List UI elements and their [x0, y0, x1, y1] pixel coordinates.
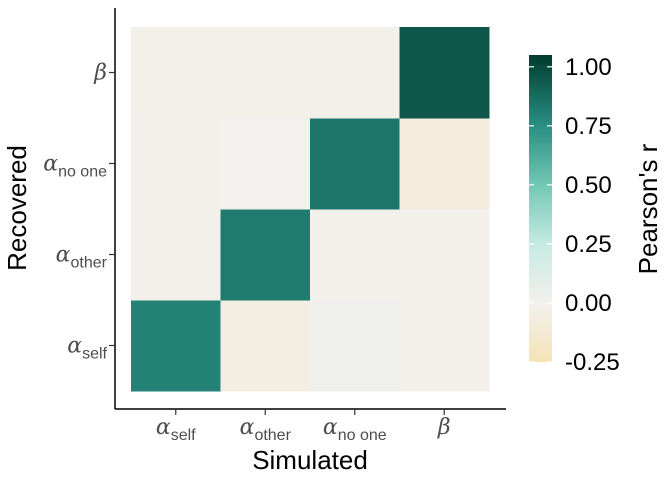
- heatmap-cell: [310, 209, 400, 301]
- colorbar-title: Pearson's r: [633, 143, 663, 274]
- colorbar-tick-label: 0.25: [565, 231, 612, 258]
- heatmap-cells: [131, 27, 490, 392]
- y-tick-label: αother: [56, 243, 108, 272]
- heatmap-cell: [131, 27, 221, 119]
- heatmap-cell: [310, 27, 400, 119]
- heatmap-cell: [131, 209, 221, 301]
- heatmap-cell: [310, 118, 400, 210]
- heatmap-cell: [220, 27, 311, 119]
- y-tick-label: αself: [67, 334, 107, 363]
- colorbar: [529, 55, 552, 362]
- colorbar-tick-label: 0.50: [565, 172, 612, 199]
- x-axis-title: Simulated: [252, 445, 368, 475]
- colorbar-tick-label: -0.25: [565, 349, 620, 376]
- heatmap-cell: [131, 118, 221, 210]
- heatmap-cell: [399, 209, 490, 301]
- heatmap-cell: [399, 118, 490, 210]
- heatmap-cell: [220, 300, 311, 392]
- heatmap-cell: [399, 300, 490, 392]
- colorbar-tick-label: 0.75: [565, 113, 612, 140]
- heatmap-cell: [131, 300, 221, 392]
- heatmap-cell: [399, 27, 490, 119]
- x-tick-label: αother: [240, 415, 292, 444]
- y-axis-ticks: αself αother αno one β: [43, 61, 115, 363]
- x-tick-label: αself: [156, 415, 196, 444]
- heatmap-cell: [220, 118, 311, 210]
- y-axis-title: Recovered: [2, 145, 32, 271]
- x-tick-label: αno one: [323, 415, 387, 444]
- y-tick-label: β: [93, 61, 107, 86]
- colorbar-ticks: 1.00 0.75 0.50 0.25 0.00 -0.25: [529, 54, 620, 376]
- y-tick-label: αno one: [43, 152, 107, 181]
- x-tick-label: β: [437, 415, 451, 440]
- heatmap-cell: [310, 300, 400, 392]
- colorbar-tick-label: 1.00: [565, 54, 612, 81]
- colorbar-tick-label: 0.00: [565, 290, 612, 317]
- x-axis-ticks: αself αother αno one β: [156, 409, 451, 444]
- heatmap-cell: [220, 209, 311, 301]
